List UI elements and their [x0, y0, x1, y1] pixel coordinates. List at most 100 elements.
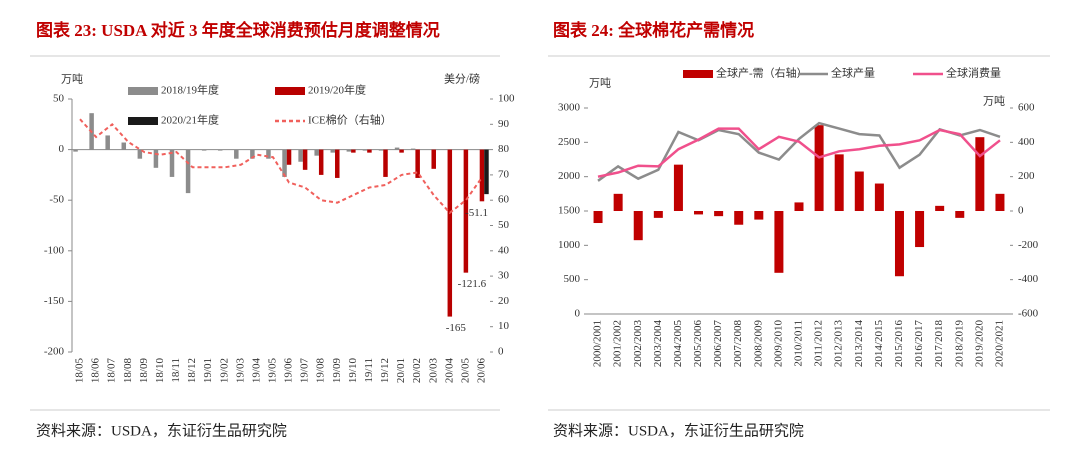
x-tick-label: 2002/2003 [632, 320, 644, 368]
bar [774, 211, 784, 273]
x-tick-label: 19/02 [218, 358, 230, 383]
bar [633, 211, 643, 241]
x-tick-label: 2010/2011 [793, 320, 805, 367]
x-tick-label: 2017/2018 [933, 320, 945, 368]
y2-tick-label: 400 [1018, 136, 1035, 148]
x-tick-label: 18/11 [170, 358, 182, 383]
bar [367, 149, 372, 153]
y2-tick-label: 50 [498, 219, 510, 231]
x-tick-label: 19/08 [315, 358, 327, 384]
x-tick-label: 20/01 [395, 358, 407, 383]
y-tick-label: -100 [44, 244, 65, 256]
bar [415, 149, 420, 178]
legend-swatch [128, 117, 158, 125]
x-tick-label: 18/09 [138, 358, 150, 384]
line-series [597, 127, 1001, 178]
source-note: 资料来源：USDA，东证衍生品研究院 [553, 421, 804, 439]
bar [105, 135, 110, 150]
y2-tick-label: 600 [1018, 102, 1035, 114]
bar [399, 149, 404, 153]
x-tick-label: 20/06 [475, 358, 487, 384]
legend-label: ICE棉价（右轴） [308, 113, 392, 127]
x-tick-label: 2001/2002 [612, 320, 624, 367]
bar [593, 211, 603, 224]
x-tick-label: 19/09 [331, 358, 343, 384]
bar [479, 149, 485, 202]
x-tick-label: 18/06 [90, 358, 102, 384]
legend-swatch [275, 87, 305, 95]
y-axis-unit: 万吨 [61, 73, 83, 86]
chart-title: 图表 24: 全球棉花产需情况 [553, 20, 754, 40]
x-tick-label: 2014/2015 [873, 320, 885, 368]
bar [314, 149, 319, 156]
x-tick-label: 2008/2009 [752, 320, 764, 368]
x-tick-label: 20/04 [443, 358, 455, 384]
x-tick-label: 2007/2008 [732, 320, 744, 368]
legend-label: 全球产量 [831, 66, 875, 80]
bar [935, 205, 945, 211]
bar [362, 149, 368, 151]
bar [298, 149, 303, 162]
bar [734, 211, 744, 225]
bar [335, 149, 340, 178]
y2-tick-label: 70 [498, 168, 510, 180]
y2-tick-label: -200 [1018, 239, 1039, 251]
bar [673, 164, 683, 211]
bar [250, 149, 255, 159]
legend-label: 全球产-需（右轴） [716, 66, 808, 80]
legend-label: 2019/20年度 [308, 83, 366, 97]
bar [834, 154, 844, 211]
bar [447, 149, 453, 317]
bar [814, 125, 824, 211]
bar [653, 211, 663, 218]
x-tick-label: 19/12 [379, 358, 391, 383]
x-tick-label: 2020/2021 [993, 320, 1005, 367]
x-tick-label: 2003/2004 [652, 320, 664, 368]
bar [694, 211, 704, 215]
bar [378, 149, 384, 151]
bar [169, 149, 175, 177]
bar [302, 149, 308, 170]
y-tick-label: 2000 [558, 170, 581, 182]
data-label: -121.6 [458, 278, 487, 290]
y2-tick-label: 10 [498, 320, 510, 332]
y2-tick-label: 0 [498, 346, 504, 358]
y2-tick-label: 80 [498, 143, 510, 155]
x-tick-label: 18/10 [154, 358, 166, 384]
legend-label: 全球消费量 [946, 66, 1001, 80]
x-tick-label: 2016/2017 [913, 320, 925, 368]
y-tick-label: 1000 [558, 239, 581, 251]
legend-label: 2018/19年度 [161, 83, 219, 97]
x-tick-label: 19/06 [283, 358, 295, 384]
y2-tick-label: -400 [1018, 273, 1039, 285]
x-tick-label: 19/07 [299, 358, 311, 384]
bar [484, 149, 489, 195]
bar [153, 149, 159, 168]
y2-tick-label: 90 [498, 118, 510, 130]
bar [351, 149, 356, 153]
bar [874, 183, 884, 211]
x-tick-label: 2004/2005 [672, 320, 684, 368]
y2-axis-unit: 万吨 [983, 95, 1005, 108]
y2-tick-label: 20 [498, 295, 510, 307]
x-tick-label: 18/07 [106, 358, 118, 384]
data-label: -51.1 [465, 207, 488, 219]
bar [282, 149, 287, 177]
x-tick-label: 2018/2019 [953, 320, 965, 368]
bar [995, 193, 1005, 211]
x-tick-label: 2000/2001 [592, 320, 604, 367]
y-tick-label: 500 [564, 273, 581, 285]
x-tick-label: 2013/2014 [853, 320, 865, 368]
y-tick-label: 0 [575, 308, 581, 320]
y-tick-label: 2500 [558, 136, 581, 148]
bar [73, 149, 78, 152]
y2-tick-label: 100 [498, 93, 515, 105]
bar [137, 149, 143, 159]
y2-tick-label: 0 [1018, 205, 1024, 217]
bar [330, 149, 336, 153]
x-tick-label: 2011/2012 [813, 320, 825, 367]
data-label: -165 [446, 322, 467, 334]
bar [975, 137, 985, 211]
x-tick-label: 19/03 [234, 358, 246, 384]
